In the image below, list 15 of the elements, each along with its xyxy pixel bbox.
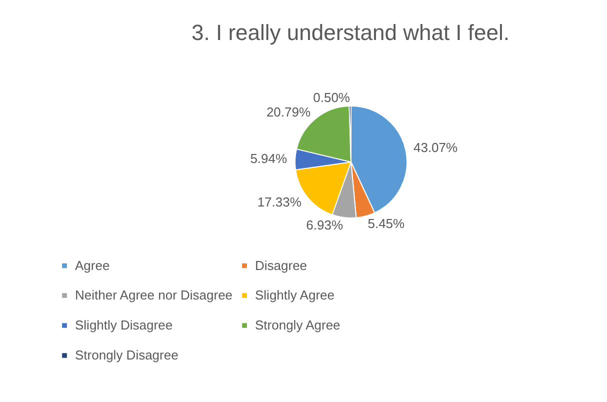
data-label: 5.94% (250, 151, 288, 166)
legend-label: Agree (75, 258, 110, 273)
data-label: 0.50% (313, 90, 350, 106)
legend-label: Slightly Disagree (75, 318, 173, 332)
legend-label: Strongly Disagree (75, 348, 178, 362)
legend-label: Slightly Agree (255, 288, 334, 302)
data-label: 17.33% (257, 194, 302, 210)
data-label: 20.79% (266, 104, 311, 120)
data-label: 5.45% (368, 216, 406, 231)
chart-title: 3. I really understand what I feel. (192, 20, 510, 45)
legend-label: Strongly Agree (255, 318, 340, 332)
legend-label: Neither Agree nor Disagree (75, 288, 233, 302)
data-label: 43.07% (413, 140, 458, 156)
legend-label: Disagree (255, 258, 308, 273)
data-label: 6.93% (306, 218, 344, 233)
